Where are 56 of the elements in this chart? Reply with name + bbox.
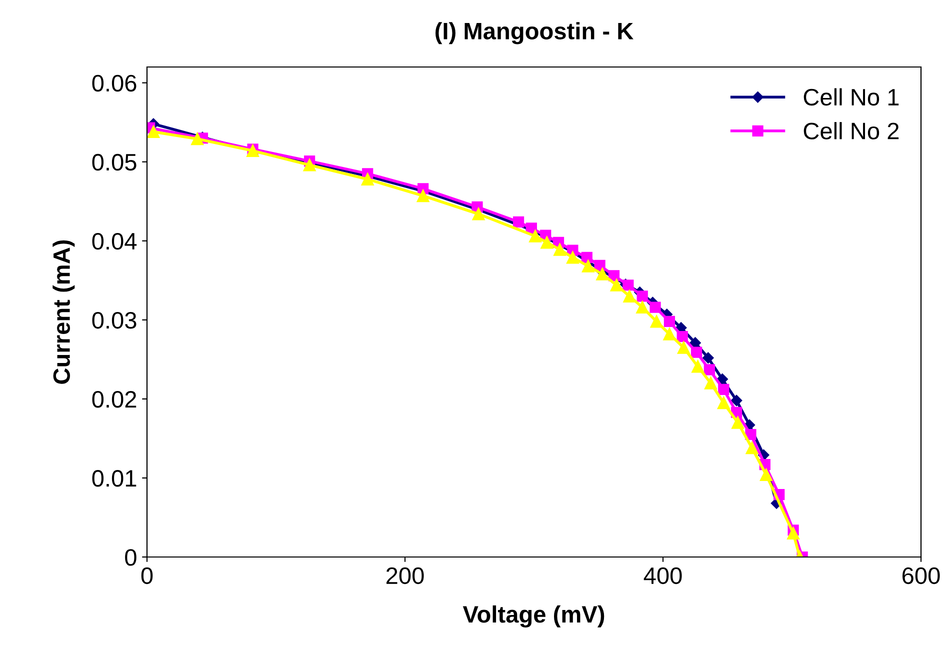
- point: [702, 352, 714, 364]
- point: [582, 260, 594, 272]
- point: [716, 374, 728, 385]
- point: [692, 360, 704, 373]
- point: [664, 316, 676, 328]
- point: [787, 527, 800, 540]
- y-tick-label: 0: [125, 549, 136, 566]
- point: [622, 280, 634, 291]
- y-tick-label: 0.03: [92, 312, 136, 329]
- point: [361, 172, 374, 186]
- y-tick-label: 0.06: [92, 74, 136, 92]
- x-tick-label: 0: [141, 567, 153, 584]
- point: [745, 428, 756, 440]
- y-tick-label: 0.04: [92, 232, 137, 250]
- y-tick-label: 0.01: [92, 470, 136, 487]
- point: [512, 216, 524, 228]
- point: [636, 301, 649, 314]
- point: [623, 290, 636, 302]
- x-tick-label: 200: [386, 567, 424, 584]
- point: [730, 394, 742, 406]
- point: [566, 251, 579, 264]
- x-tick-label: 600: [902, 567, 940, 584]
- point: [760, 468, 772, 482]
- point: [650, 315, 663, 328]
- legend-label: Cell No 1: [804, 88, 899, 106]
- y-tick-label: 0.02: [92, 391, 136, 408]
- point: [677, 341, 690, 354]
- y-axis-title: Current (mA): [52, 240, 75, 384]
- point: [554, 243, 566, 256]
- point: [718, 384, 730, 396]
- point: [690, 346, 702, 358]
- point: [732, 416, 744, 429]
- point: [147, 126, 160, 138]
- y-tick-label: 0.05: [92, 154, 136, 171]
- point: [529, 230, 542, 242]
- point: [303, 158, 316, 172]
- point: [650, 302, 661, 313]
- point: [610, 278, 623, 292]
- point: [704, 364, 715, 376]
- point: [636, 290, 648, 302]
- point: [746, 442, 758, 454]
- point: [581, 252, 592, 264]
- x-axis-title: Voltage (mV): [462, 605, 604, 628]
- legend-label: Cell No 2: [804, 122, 899, 140]
- point: [717, 396, 730, 410]
- point: [596, 268, 609, 280]
- point: [540, 236, 554, 249]
- point: [663, 328, 676, 340]
- point: [676, 330, 688, 342]
- chart-title: (I) Mangoostin - K: [436, 22, 634, 44]
- x-tick-label: 400: [644, 567, 682, 584]
- point: [191, 132, 204, 146]
- point: [704, 376, 717, 390]
- point: [416, 190, 430, 202]
- point: [690, 337, 701, 348]
- point: [472, 208, 485, 220]
